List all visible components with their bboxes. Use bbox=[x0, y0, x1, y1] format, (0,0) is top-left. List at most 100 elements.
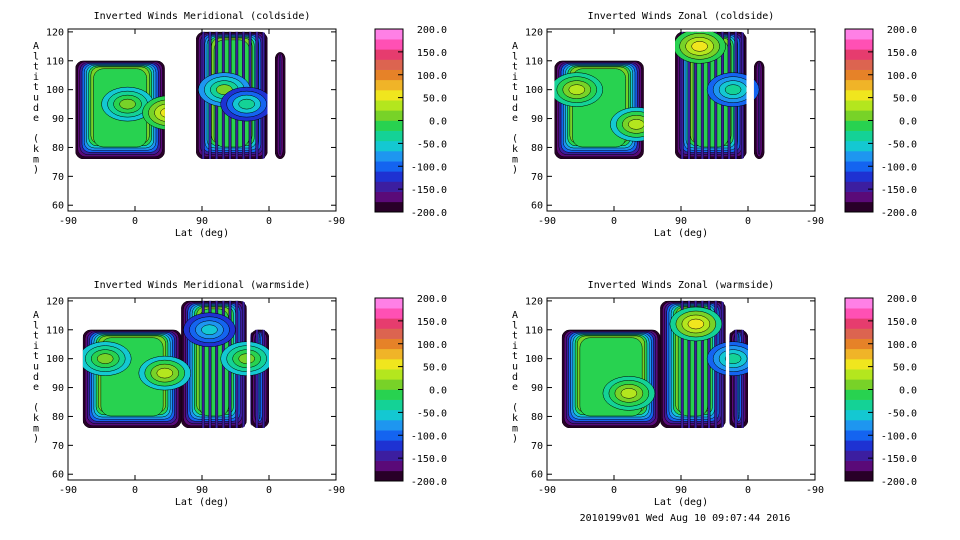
y-tick-label: 110 bbox=[525, 325, 543, 336]
data-blob bbox=[154, 103, 183, 123]
data-blob bbox=[724, 353, 742, 364]
colorbar-swatch bbox=[845, 348, 873, 360]
x-axis-label: Lat (deg) bbox=[654, 228, 708, 239]
colorbar-swatch bbox=[375, 369, 403, 380]
contour-stripe bbox=[727, 31, 731, 160]
contour-stripe bbox=[700, 31, 704, 160]
chart-title: Inverted Winds Zonal (warmside) bbox=[588, 280, 775, 291]
colorbar-swatch bbox=[375, 120, 403, 131]
y-axis-label-char: m bbox=[512, 154, 518, 165]
colorbar-swatch bbox=[845, 120, 873, 131]
y-axis-label-char: l bbox=[33, 51, 39, 62]
colorbar-tick-label: -200.0 bbox=[411, 208, 447, 219]
y-axis-label-char: ( bbox=[512, 403, 518, 414]
y-axis-label-char: d bbox=[512, 103, 518, 114]
colorbar-swatch bbox=[845, 59, 873, 70]
contour-band bbox=[279, 53, 282, 155]
colorbar-swatch bbox=[845, 29, 873, 40]
contour-stripe bbox=[228, 31, 232, 160]
colorbar-tick-label: -200.0 bbox=[411, 477, 447, 488]
colorbar-swatch bbox=[845, 49, 873, 60]
x-tick-label: 0 bbox=[745, 216, 751, 227]
data-blob bbox=[628, 119, 645, 130]
data-blob bbox=[724, 84, 742, 95]
colorbar-swatch bbox=[375, 440, 403, 451]
x-axis-label: Lat (deg) bbox=[175, 497, 229, 508]
colorbar-swatch bbox=[845, 420, 873, 431]
contour-stripe bbox=[687, 31, 691, 160]
y-axis-label-char: d bbox=[33, 372, 39, 383]
colorbar-swatch bbox=[375, 308, 403, 319]
y-tick-label: 70 bbox=[531, 172, 543, 183]
y-axis-label-char: u bbox=[33, 93, 39, 104]
colorbar-tick-label: 200.0 bbox=[887, 294, 917, 305]
colorbar-tick-label: -150.0 bbox=[411, 185, 447, 196]
colorbar-swatch bbox=[375, 318, 403, 329]
contour-stripe bbox=[694, 31, 698, 160]
contour-stripe bbox=[255, 300, 259, 428]
colorbar-tick-label: -100.0 bbox=[881, 162, 917, 173]
y-tick-label: 120 bbox=[525, 27, 543, 38]
colorbar-swatch bbox=[845, 191, 873, 203]
colorbar-swatch bbox=[845, 409, 873, 421]
y-axis-label-char: e bbox=[33, 382, 39, 393]
y-axis-label-char: u bbox=[33, 362, 39, 373]
colorbar: 200.0 150.0 100.0 50.0 0.0 -50.0 -100.0 -150.0 -… bbox=[374, 25, 447, 219]
data-blob bbox=[96, 353, 114, 364]
chart-title: Inverted Winds Meridional (warmside) bbox=[94, 280, 311, 291]
y-tick-label: 80 bbox=[52, 143, 64, 154]
y-axis-label-char: i bbox=[512, 72, 518, 83]
colorbar-tick-label: 0.0 bbox=[429, 386, 447, 397]
y-tick-label: 70 bbox=[52, 441, 64, 452]
contour-stripe bbox=[734, 300, 738, 428]
y-axis-label-char: l bbox=[512, 51, 518, 62]
colorbar-swatch bbox=[845, 201, 873, 213]
x-tick-label: -90 bbox=[327, 485, 345, 496]
colorbar-swatch bbox=[845, 90, 873, 101]
colorbar-swatch bbox=[375, 359, 403, 370]
x-axis-label: Lat (deg) bbox=[175, 228, 229, 239]
contour-stripe bbox=[208, 300, 212, 428]
colorbar-swatch bbox=[375, 171, 403, 182]
contour-stripe bbox=[215, 300, 219, 428]
colorbar-swatch bbox=[375, 130, 403, 142]
colorbar-swatch bbox=[375, 450, 403, 461]
y-axis-label-char: m bbox=[33, 154, 39, 165]
x-tick-label: 0 bbox=[266, 216, 272, 227]
y-tick-label: 60 bbox=[52, 201, 64, 212]
x-tick-label: 90 bbox=[675, 216, 687, 227]
y-axis-label-char: ) bbox=[33, 165, 39, 176]
y-axis-label-char: t bbox=[512, 351, 518, 362]
y-axis-label-char: t bbox=[512, 62, 518, 73]
y-axis-label-char: e bbox=[512, 113, 518, 124]
data-blob bbox=[620, 388, 638, 399]
y-axis-label-char: l bbox=[33, 320, 39, 331]
y-axis-label-char: A bbox=[33, 41, 39, 52]
x-tick-label: 0 bbox=[611, 216, 617, 227]
colorbar-swatch bbox=[845, 140, 873, 152]
panel-2: Inverted Winds Zonal (coldside) 60 70 80 90 1… bbox=[512, 11, 917, 239]
y-tick-label: 90 bbox=[531, 114, 543, 125]
y-tick-label: 80 bbox=[52, 412, 64, 423]
x-tick-label: 0 bbox=[266, 485, 272, 496]
colorbar-swatch bbox=[375, 430, 403, 441]
contour-stripe bbox=[727, 300, 731, 428]
data-blob bbox=[201, 324, 218, 336]
colorbar-tick-label: 0.0 bbox=[899, 117, 917, 128]
x-tick-label: -90 bbox=[806, 485, 824, 496]
data-blob bbox=[568, 84, 586, 95]
y-tick-label: 60 bbox=[531, 201, 543, 212]
contour-stripe bbox=[262, 31, 265, 160]
colorbar-swatch bbox=[375, 298, 403, 309]
colorbar-tick-label: 100.0 bbox=[887, 71, 917, 82]
y-tick-label: 110 bbox=[525, 56, 543, 67]
colorbar-swatch bbox=[375, 59, 403, 70]
y-axis-label-char: i bbox=[33, 72, 39, 83]
panel-1: Inverted Winds Meridional (coldside) 60 70… bbox=[33, 11, 447, 239]
colorbar-tick-label: -50.0 bbox=[887, 139, 917, 150]
y-axis-label-char: t bbox=[33, 331, 39, 342]
colorbar-tick-label: 50.0 bbox=[893, 363, 917, 374]
colorbar-swatch bbox=[845, 151, 873, 162]
colorbar-swatch bbox=[845, 399, 873, 411]
